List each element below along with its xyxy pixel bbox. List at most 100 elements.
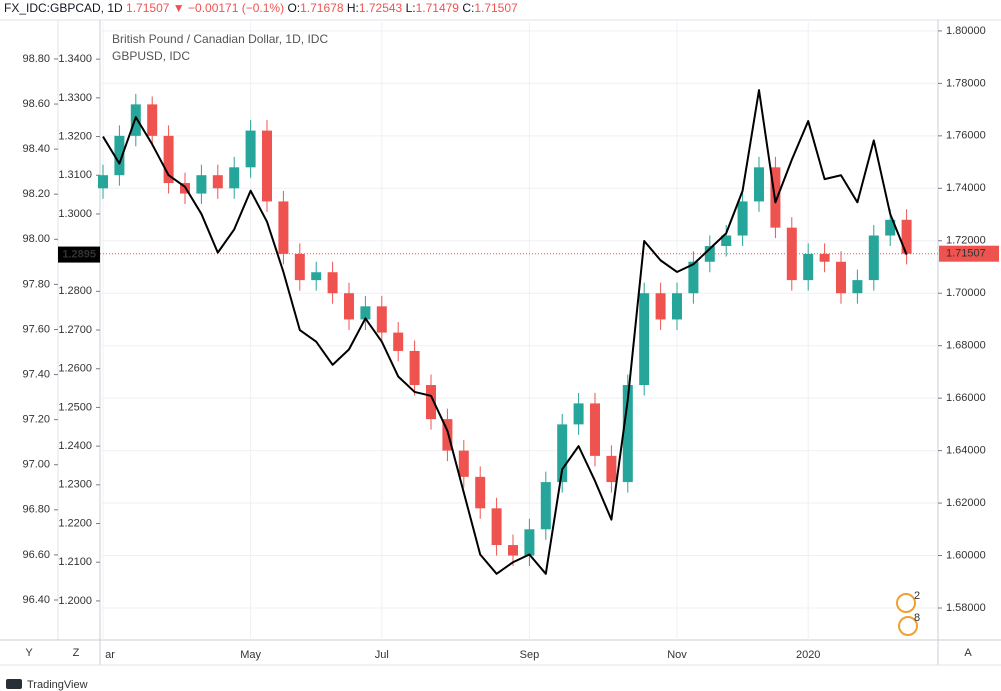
candle-body: [458, 450, 469, 477]
candle-body: [278, 201, 289, 254]
price-tag-label: 1.71507: [946, 248, 986, 260]
candle-body: [294, 253, 305, 281]
candle-body: [786, 227, 797, 281]
badge[interactable]: [898, 616, 918, 636]
candle-body: [311, 272, 322, 281]
y-tick-label: 1.72000: [946, 235, 986, 247]
brand: TradingView: [6, 679, 88, 691]
candle-body: [606, 455, 617, 483]
brand-logo: [6, 679, 22, 689]
x-tick-label: Nov: [667, 649, 687, 661]
y3-tick-label: 97.20: [22, 414, 50, 426]
y2-tick-label: 1.2200: [58, 517, 92, 529]
y3-tick-label: 98.40: [22, 143, 50, 155]
candle-body: [573, 403, 584, 425]
x-tick-label: 2020: [796, 649, 820, 661]
x-tick-label: ar: [105, 649, 115, 661]
y2-tick-label: 1.2300: [58, 479, 92, 491]
y2-tick-label: 1.3200: [58, 130, 92, 142]
ohlc-value: 1.72543: [359, 1, 403, 15]
candle-body: [344, 293, 354, 320]
y-tick-label: 1.66000: [946, 392, 986, 404]
y-tick-label: 1.76000: [946, 130, 986, 142]
ohlc-label: C:: [462, 1, 474, 15]
candle-body: [229, 167, 240, 189]
y3-tick-label: 96.80: [22, 504, 50, 516]
y-tick-label: 1.68000: [946, 340, 986, 352]
candle-body: [114, 135, 125, 176]
candle-body: [672, 293, 682, 320]
y3-tick-label: 98.60: [22, 98, 50, 110]
y-tick-label: 1.70000: [946, 287, 986, 299]
candle-body: [196, 175, 207, 194]
candle-body: [212, 175, 223, 189]
candle-body: [819, 253, 830, 262]
price-tag: [58, 246, 100, 263]
candle-body: [622, 385, 633, 483]
candle-body: [245, 130, 256, 168]
y2-tick-label: 1.2000: [58, 595, 92, 607]
candle-body: [540, 482, 551, 530]
ohlc-label: O:: [287, 1, 300, 15]
y2-tick-label: 1.2100: [58, 556, 92, 568]
y3-tick-label: 97.00: [22, 459, 50, 471]
y3-tick-label: 98.20: [22, 188, 50, 200]
badge[interactable]: [896, 593, 916, 613]
y-tick-label: 1.58000: [946, 602, 986, 614]
y2-tick-label: 1.3400: [58, 53, 92, 65]
candle-body: [491, 508, 502, 546]
change: −0.00171 (−0.1%): [188, 1, 284, 15]
y2-tick-label: 1.3000: [58, 208, 92, 220]
legend-entry: GBPUSD, IDC: [112, 49, 190, 63]
ohlc-value: 1.71678: [300, 1, 344, 15]
candle-body: [803, 253, 814, 281]
toolbar-button[interactable]: Z: [73, 647, 80, 659]
y3-tick-label: 97.80: [22, 278, 50, 290]
candle-body: [360, 306, 371, 320]
candle-body: [901, 219, 912, 254]
y3-tick-label: 97.40: [22, 368, 50, 380]
candle-body: [376, 306, 387, 333]
y-tick-label: 1.62000: [946, 497, 986, 509]
legend-entry: British Pound / Canadian Dollar, 1D, IDC: [112, 32, 328, 46]
x-tick-label: May: [240, 649, 261, 661]
y3-tick-label: 97.60: [22, 323, 50, 335]
y3-tick-label: 96.40: [22, 594, 50, 606]
y2-tick-label: 1.2700: [58, 324, 92, 336]
candle-body: [590, 403, 600, 456]
candle-body: [557, 424, 568, 483]
candle-body: [475, 476, 486, 509]
candle-body: [524, 529, 535, 556]
candle-body: [98, 175, 108, 189]
x-tick-label: Sep: [520, 649, 540, 661]
toolbar-button[interactable]: A: [964, 647, 972, 659]
axes: 1.58000 1.60000 1.62000 1.64000 1.66000 1.680…: [22, 25, 999, 661]
badge-count: 8: [914, 612, 920, 624]
candle-body: [409, 350, 420, 386]
candle-body: [868, 235, 879, 281]
x-tick-label: Jul: [375, 649, 389, 661]
plot: [98, 89, 938, 575]
header: FX_IDC:GBPCAD, 1D 1.71507 ▼ −0.00171 (−0…: [4, 1, 518, 15]
toolbar-button[interactable]: Y: [25, 647, 33, 659]
badge-count: 2: [914, 590, 920, 602]
y-tick-label: 1.60000: [946, 549, 986, 561]
y-tick-label: 1.74000: [946, 182, 986, 194]
y2-tick-label: 1.3100: [58, 169, 92, 181]
ohlc-value: 1.71479: [416, 1, 460, 15]
candle-body: [688, 261, 699, 294]
candle-body: [639, 293, 650, 386]
y3-tick-label: 96.60: [22, 549, 50, 561]
line-series: [102, 89, 908, 575]
candle-body: [163, 135, 174, 184]
ohlc-label: L:: [406, 1, 416, 15]
y-tick-label: 1.64000: [946, 445, 986, 457]
brand-name: TradingView: [27, 679, 88, 691]
y3-tick-label: 98.80: [22, 53, 50, 65]
event-badges: 2 8: [896, 590, 920, 636]
change-arrow: ▼: [173, 1, 185, 15]
candle-body: [262, 130, 272, 202]
candle-body: [147, 104, 158, 136]
